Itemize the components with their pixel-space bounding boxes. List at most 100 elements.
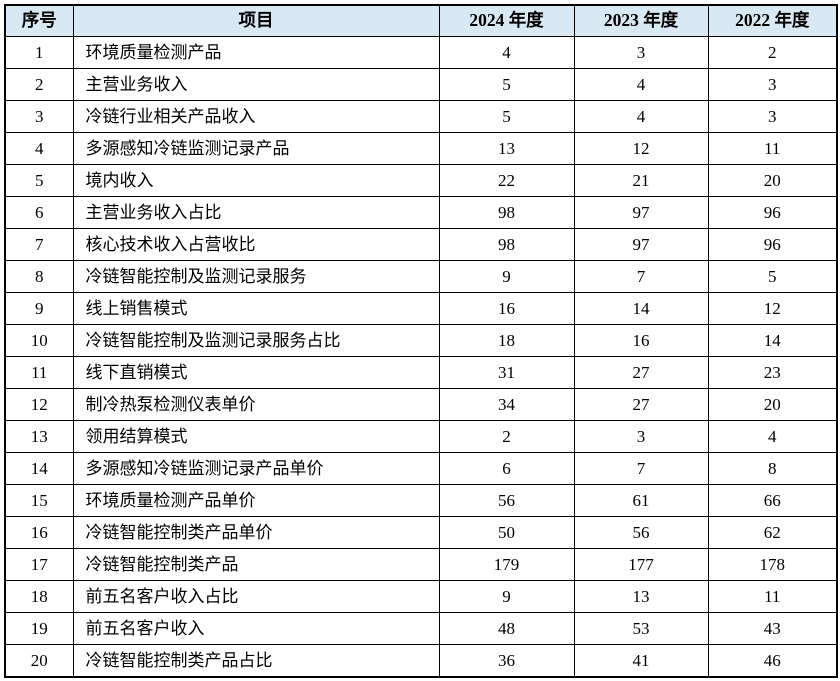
row-value-2022-cell: 43 bbox=[707, 612, 838, 645]
row-index-cell: 8 bbox=[4, 260, 74, 293]
row-value-2023-cell: 56 bbox=[573, 516, 709, 549]
row-value-2022-cell: 14 bbox=[707, 324, 838, 357]
table-row: 12 制冷热泵检测仪表单价 34 27 20 bbox=[4, 388, 838, 421]
row-value-2024-cell: 13 bbox=[438, 132, 575, 165]
row-value-2024-cell: 56 bbox=[438, 484, 575, 517]
row-value-2023-cell: 53 bbox=[573, 612, 709, 645]
row-value-2023-cell: 3 bbox=[573, 36, 709, 69]
row-value-2024-cell: 2 bbox=[438, 420, 575, 453]
row-item-cell: 境内收入 bbox=[72, 164, 440, 197]
row-value-2022-cell: 96 bbox=[707, 228, 838, 261]
row-value-2024-cell: 98 bbox=[438, 228, 575, 261]
row-value-2022-cell: 20 bbox=[707, 388, 838, 421]
table-row: 16 冷链智能控制类产品单价 50 56 62 bbox=[4, 516, 838, 549]
row-item-cell: 线上销售模式 bbox=[72, 292, 440, 325]
table-row: 5 境内收入 22 21 20 bbox=[4, 164, 838, 197]
row-item-cell: 核心技术收入占营收比 bbox=[72, 228, 440, 261]
row-value-2024-cell: 34 bbox=[438, 388, 575, 421]
row-value-2024-cell: 9 bbox=[438, 580, 575, 613]
row-index-cell: 13 bbox=[4, 420, 74, 453]
row-value-2024-cell: 48 bbox=[438, 612, 575, 645]
row-value-2022-cell: 8 bbox=[707, 452, 838, 485]
row-index-cell: 12 bbox=[4, 388, 74, 421]
row-index-cell: 18 bbox=[4, 580, 74, 613]
row-value-2023-cell: 21 bbox=[573, 164, 709, 197]
row-value-2024-cell: 5 bbox=[438, 68, 575, 101]
row-index-cell: 11 bbox=[4, 356, 74, 389]
table-row: 7 核心技术收入占营收比 98 97 96 bbox=[4, 228, 838, 261]
row-value-2022-cell: 11 bbox=[707, 132, 838, 165]
row-value-2024-cell: 5 bbox=[438, 100, 575, 133]
table-body: 1 环境质量检测产品 4 3 2 2 主营业务收入 5 4 3 3 冷链行业相关… bbox=[4, 36, 838, 678]
row-value-2022-cell: 178 bbox=[707, 548, 838, 581]
column-header-year-2024: 2024 年度 bbox=[438, 4, 575, 37]
column-header-index: 序号 bbox=[4, 4, 74, 37]
row-value-2022-cell: 5 bbox=[707, 260, 838, 293]
row-value-2022-cell: 2 bbox=[707, 36, 838, 69]
column-header-year-2022: 2022 年度 bbox=[707, 4, 838, 37]
row-value-2023-cell: 4 bbox=[573, 100, 709, 133]
row-value-2022-cell: 11 bbox=[707, 580, 838, 613]
row-value-2024-cell: 36 bbox=[438, 644, 575, 678]
row-index-cell: 15 bbox=[4, 484, 74, 517]
table-row: 1 环境质量检测产品 4 3 2 bbox=[4, 36, 838, 69]
row-value-2023-cell: 41 bbox=[573, 644, 709, 678]
row-value-2022-cell: 66 bbox=[707, 484, 838, 517]
table-row: 18 前五名客户收入占比 9 13 11 bbox=[4, 580, 838, 613]
row-item-cell: 多源感知冷链监测记录产品 bbox=[72, 132, 440, 165]
row-index-cell: 6 bbox=[4, 196, 74, 229]
row-item-cell: 冷链行业相关产品收入 bbox=[72, 100, 440, 133]
row-value-2023-cell: 27 bbox=[573, 388, 709, 421]
table-row: 9 线上销售模式 16 14 12 bbox=[4, 292, 838, 325]
row-value-2022-cell: 46 bbox=[707, 644, 838, 678]
row-item-cell: 环境质量检测产品 bbox=[72, 36, 440, 69]
column-header-year-2023: 2023 年度 bbox=[573, 4, 709, 37]
table-row: 19 前五名客户收入 48 53 43 bbox=[4, 612, 838, 645]
table-row: 11 线下直销模式 31 27 23 bbox=[4, 356, 838, 389]
table-row: 8 冷链智能控制及监测记录服务 9 7 5 bbox=[4, 260, 838, 293]
row-index-cell: 9 bbox=[4, 292, 74, 325]
row-value-2022-cell: 3 bbox=[707, 100, 838, 133]
row-value-2022-cell: 20 bbox=[707, 164, 838, 197]
row-value-2023-cell: 3 bbox=[573, 420, 709, 453]
row-item-cell: 冷链智能控制类产品单价 bbox=[72, 516, 440, 549]
row-value-2022-cell: 96 bbox=[707, 196, 838, 229]
row-value-2024-cell: 18 bbox=[438, 324, 575, 357]
row-item-cell: 主营业务收入占比 bbox=[72, 196, 440, 229]
row-value-2022-cell: 12 bbox=[707, 292, 838, 325]
row-value-2023-cell: 12 bbox=[573, 132, 709, 165]
row-value-2023-cell: 97 bbox=[573, 196, 709, 229]
table-row: 14 多源感知冷链监测记录产品单价 6 7 8 bbox=[4, 452, 838, 485]
table-row: 10 冷链智能控制及监测记录服务占比 18 16 14 bbox=[4, 324, 838, 357]
row-value-2023-cell: 14 bbox=[573, 292, 709, 325]
row-value-2024-cell: 22 bbox=[438, 164, 575, 197]
row-value-2024-cell: 50 bbox=[438, 516, 575, 549]
row-value-2022-cell: 62 bbox=[707, 516, 838, 549]
table-row: 3 冷链行业相关产品收入 5 4 3 bbox=[4, 100, 838, 133]
table-row: 20 冷链智能控制类产品占比 36 41 46 bbox=[4, 644, 838, 678]
row-item-cell: 前五名客户收入占比 bbox=[72, 580, 440, 613]
table-row: 4 多源感知冷链监测记录产品 13 12 11 bbox=[4, 132, 838, 165]
row-value-2024-cell: 9 bbox=[438, 260, 575, 293]
row-value-2024-cell: 6 bbox=[438, 452, 575, 485]
row-item-cell: 多源感知冷链监测记录产品单价 bbox=[72, 452, 440, 485]
row-item-cell: 前五名客户收入 bbox=[72, 612, 440, 645]
row-index-cell: 10 bbox=[4, 324, 74, 357]
row-value-2022-cell: 3 bbox=[707, 68, 838, 101]
table-row: 17 冷链智能控制类产品 179 177 178 bbox=[4, 548, 838, 581]
row-value-2024-cell: 98 bbox=[438, 196, 575, 229]
row-value-2023-cell: 13 bbox=[573, 580, 709, 613]
row-value-2023-cell: 4 bbox=[573, 68, 709, 101]
row-value-2024-cell: 4 bbox=[438, 36, 575, 69]
row-item-cell: 领用结算模式 bbox=[72, 420, 440, 453]
table-row: 6 主营业务收入占比 98 97 96 bbox=[4, 196, 838, 229]
row-index-cell: 19 bbox=[4, 612, 74, 645]
annual-data-table: 序号 项目 2024 年度 2023 年度 2022 年度 1 环境质量检测产品… bbox=[4, 4, 838, 678]
table-row: 2 主营业务收入 5 4 3 bbox=[4, 68, 838, 101]
table-row: 13 领用结算模式 2 3 4 bbox=[4, 420, 838, 453]
row-item-cell: 线下直销模式 bbox=[72, 356, 440, 389]
column-header-item: 项目 bbox=[72, 4, 440, 37]
row-index-cell: 4 bbox=[4, 132, 74, 165]
row-index-cell: 7 bbox=[4, 228, 74, 261]
